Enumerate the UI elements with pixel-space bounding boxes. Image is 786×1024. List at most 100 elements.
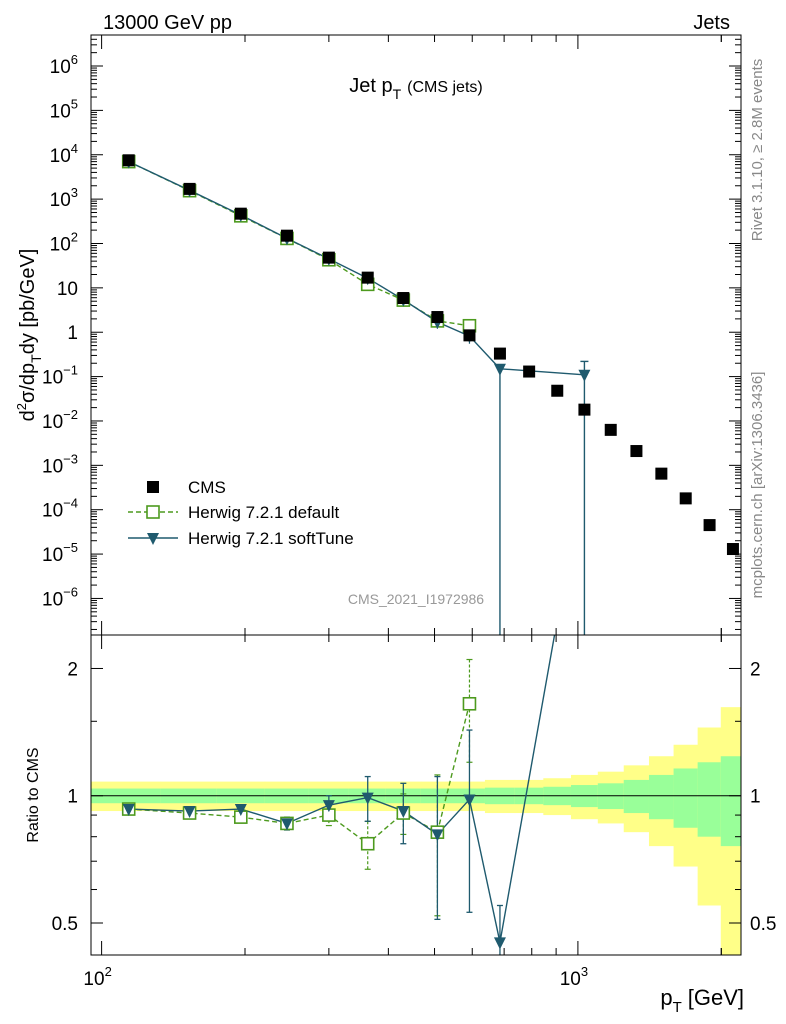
uncertainty-band-inner [720, 756, 741, 847]
y-tick-exp: −3 [63, 451, 78, 466]
x-tick-base: 10 [560, 969, 581, 990]
ratio-herwig-softtune-point [122, 804, 135, 817]
y-tick-exp: 2 [71, 229, 78, 244]
herwig-softtune-line [128, 160, 585, 376]
y-tick-label: 10−1 [42, 363, 78, 389]
y-tick-label: 10 [57, 279, 78, 300]
y-tick-label: 10−2 [42, 407, 78, 433]
ratio-frame [90, 634, 742, 956]
legend-label: CMS [188, 478, 226, 497]
x-tick-base: 10 [83, 969, 104, 990]
y-tick-base: 10 [42, 545, 63, 566]
ratio-herwig-softtune-point [183, 806, 196, 819]
cms-point [578, 403, 591, 416]
cms-point [234, 207, 247, 220]
uncertainty-band-inner [673, 768, 699, 828]
x-tick-exp: 2 [105, 964, 112, 979]
cms-point [122, 154, 135, 167]
y-tick-base: 10 [57, 279, 78, 300]
cms-point [361, 271, 374, 284]
cms-point [703, 519, 716, 532]
y-tick-exp: 5 [71, 96, 78, 111]
cms-point [493, 347, 506, 360]
mcplots-label: mcplots.cern.ch [arXiv:1306.3436] [749, 372, 766, 599]
x-tick-label: 103 [560, 964, 588, 990]
y-tick-label: 102 [50, 229, 78, 255]
uncertainty-band-inner [623, 779, 650, 814]
legend-cms-marker [147, 481, 159, 493]
rivet-label: Rivet 3.1.10, ≥ 2.8M events [749, 59, 766, 242]
herwig-softtune-point [578, 369, 591, 382]
cms-point [322, 251, 335, 264]
y-tick-base: 10 [50, 234, 71, 255]
ratio-herwig-softtune-point [463, 794, 476, 807]
x-axis-label-sub: T [673, 999, 682, 1016]
y-tick-label: 10−5 [42, 540, 78, 566]
plot-title: Jet pT (CMS jets) [349, 75, 482, 102]
ratio-herwig-default-point [462, 696, 477, 711]
y-tick-label: 10−4 [42, 496, 78, 522]
y-tick-exp: −5 [63, 540, 78, 555]
y-tick-label: 104 [50, 141, 78, 167]
main-y-label: d2σ/dpTdy [pb/GeV] [14, 249, 44, 422]
ratio-herwig-softtune-point [493, 937, 506, 950]
y-tick-exp: −1 [63, 363, 78, 378]
cms-point [523, 365, 536, 378]
ratio-y-tick-label: 0.5 [52, 914, 78, 935]
x-tick-exp: 3 [581, 964, 588, 979]
legend-label: Herwig 7.2.1 default [188, 503, 339, 522]
x-axis-label: pT [GeV] [660, 985, 744, 1016]
cms-point [655, 467, 668, 480]
legend-label: Herwig 7.2.1 softTune [188, 529, 354, 548]
y-tick-exp: 6 [71, 52, 78, 67]
y-tick-exp: 3 [71, 185, 78, 200]
y-tick-base: 10 [50, 190, 71, 211]
cms-point [726, 543, 739, 556]
y-tick-base: 10 [50, 57, 71, 78]
cms-point [463, 329, 476, 342]
header-left-label: 13000 GeV pp [103, 12, 232, 34]
y-tick-label: 106 [50, 52, 78, 78]
cms-point [679, 492, 692, 505]
ratio-herwig-softtune-point [280, 818, 293, 831]
cms-point [280, 229, 293, 242]
y-tick-label: 105 [50, 96, 78, 122]
watermark: CMS_2021_I1972986 [348, 591, 484, 607]
x-tick-label: 102 [83, 964, 111, 990]
legend: CMS Herwig 7.2.1 default Herwig 7.2.1 soft… [128, 478, 354, 548]
main-panel: 10610510410310210110−110−210−310−410−510… [42, 34, 742, 636]
y-tick-base: 10 [42, 368, 63, 389]
y-tick-base: 1 [67, 323, 78, 344]
plot-title-extra: (CMS jets) [407, 79, 483, 96]
ratio-y-tick-label: 2 [67, 659, 78, 680]
y-tick-exp: −2 [63, 407, 78, 422]
ratio-y-tick-label-right: 0.5 [750, 914, 776, 935]
ratio-y-tick-label-right: 1 [750, 787, 761, 808]
cms-point [630, 445, 643, 458]
ratio-herwig-default-point [360, 836, 375, 851]
cms-point [397, 292, 410, 305]
cms-point [431, 311, 444, 324]
plot-title-sub: T [393, 86, 402, 102]
y-tick-exp: −6 [63, 584, 78, 599]
y-tick-base: 10 [50, 101, 71, 122]
y-tick-base: 10 [42, 501, 63, 522]
ratio-herwig-softtune-point [322, 800, 335, 813]
ratio-herwig-softtune-point [431, 829, 444, 842]
legend-herwig-softtune-marker [147, 533, 159, 545]
y-tick-exp: 4 [71, 141, 78, 156]
ratio-herwig-softtune-point [234, 804, 247, 817]
y-tick-label: 10−6 [42, 584, 78, 610]
herwig-softtune-point [493, 363, 506, 376]
y-tick-base: 10 [50, 146, 71, 167]
y-tick-label: 1 [67, 323, 78, 344]
ratio-herwig-softtune-point [361, 792, 374, 805]
y-tick-base: 10 [42, 589, 63, 610]
y-tick-label: 103 [50, 185, 78, 211]
ratio-herwig-softtune-point [397, 806, 410, 819]
x-axis-label-main: p [660, 985, 672, 1010]
ratio-herwig-default-line [128, 703, 471, 845]
uncertainty-band-inner [648, 774, 675, 820]
